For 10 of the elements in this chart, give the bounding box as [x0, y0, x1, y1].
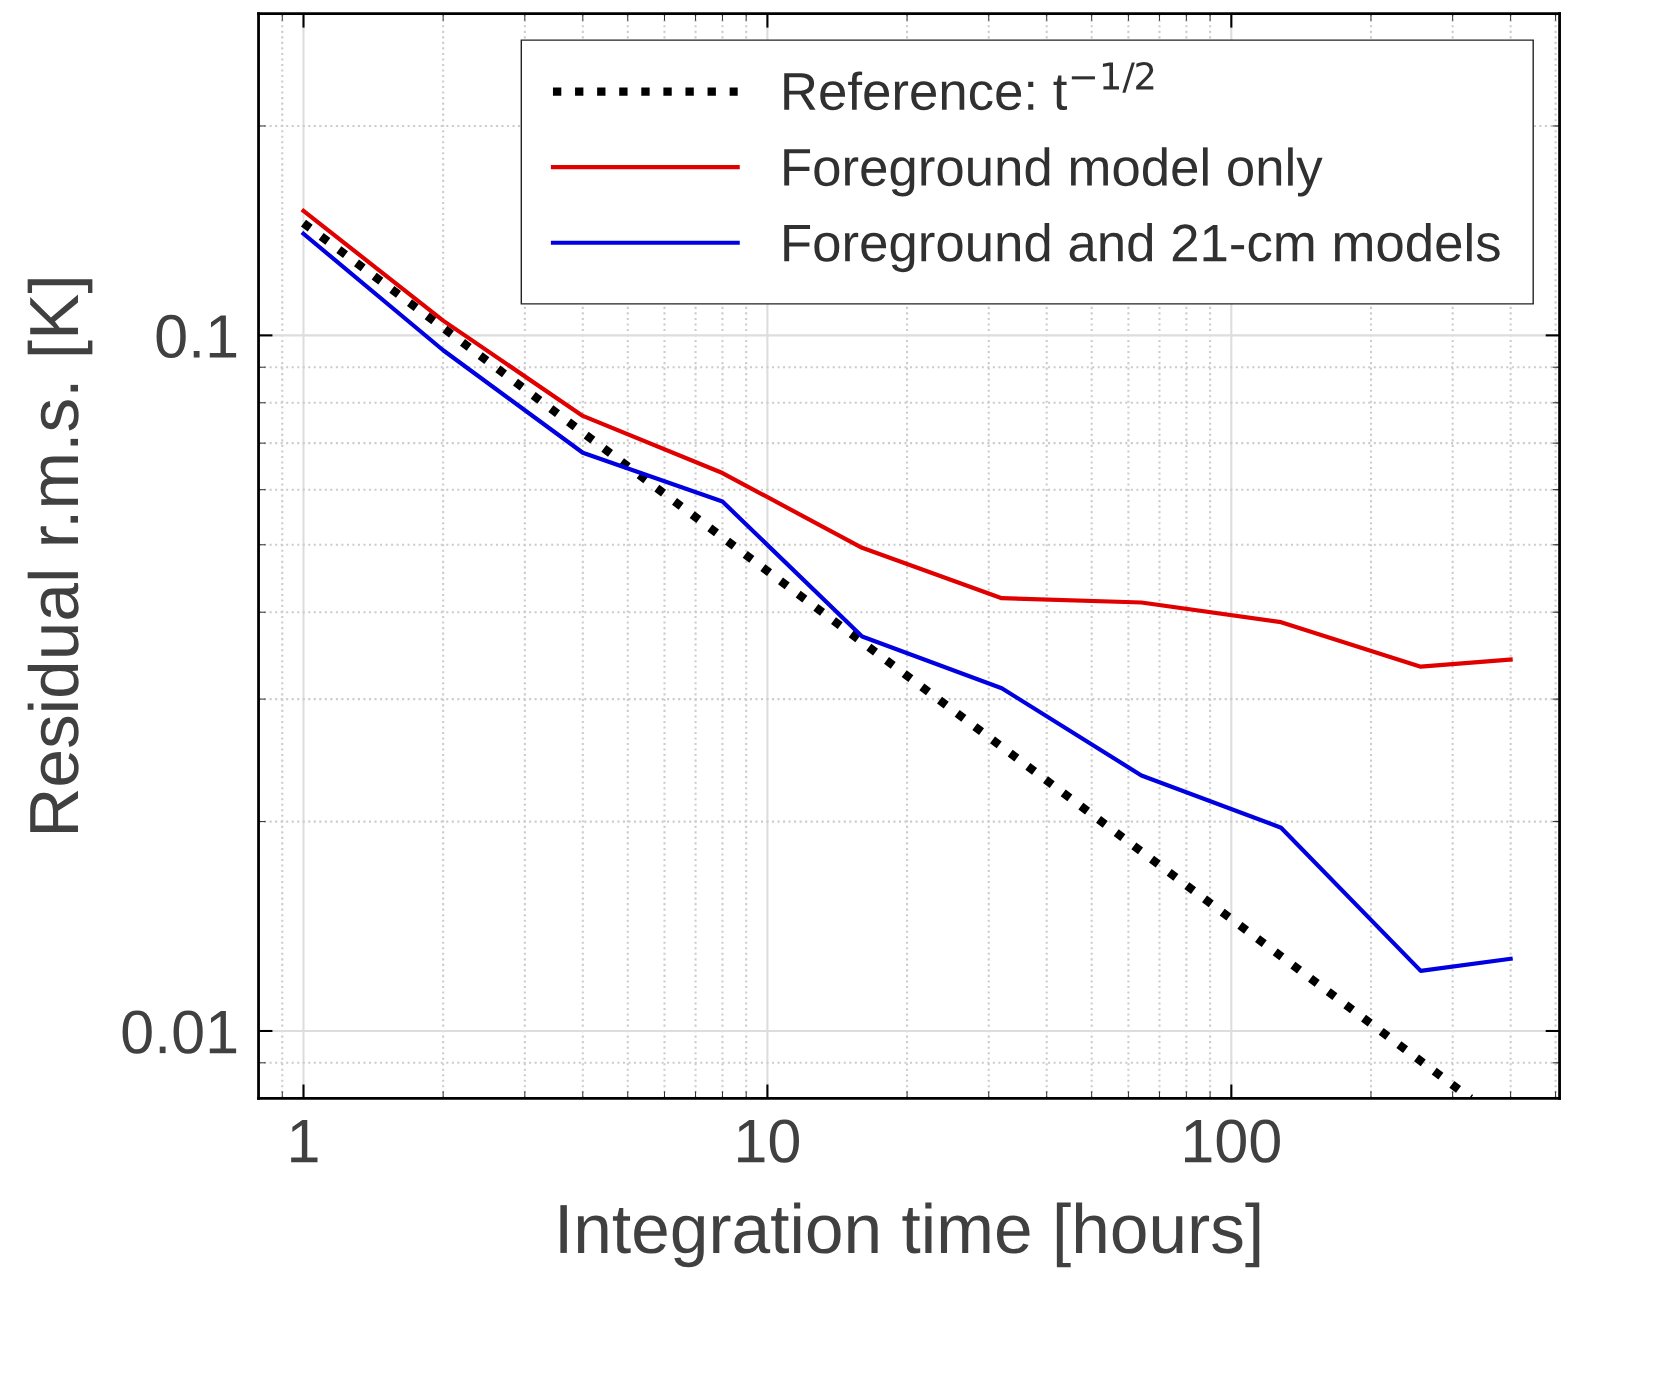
legend-label: Foreground and 21-cm models	[784, 222, 1500, 273]
x-tick-label: 1	[291, 1120, 318, 1163]
legend-label: Reference: t$^{−1/2}$	[784, 62, 1154, 111]
x-tick-label: 10	[738, 1119, 800, 1163]
x-axis-title: Integration time [hours]	[560, 1202, 1260, 1268]
y-tick-label: 0.1	[156, 314, 237, 359]
y-tick-label: 0.01	[122, 1010, 237, 1054]
legend-label: Foreground model only	[784, 147, 1323, 197]
y-axis-title: Residual r.m.s. [K]	[27, 279, 93, 833]
x-tick-label: 100	[1185, 1119, 1280, 1163]
